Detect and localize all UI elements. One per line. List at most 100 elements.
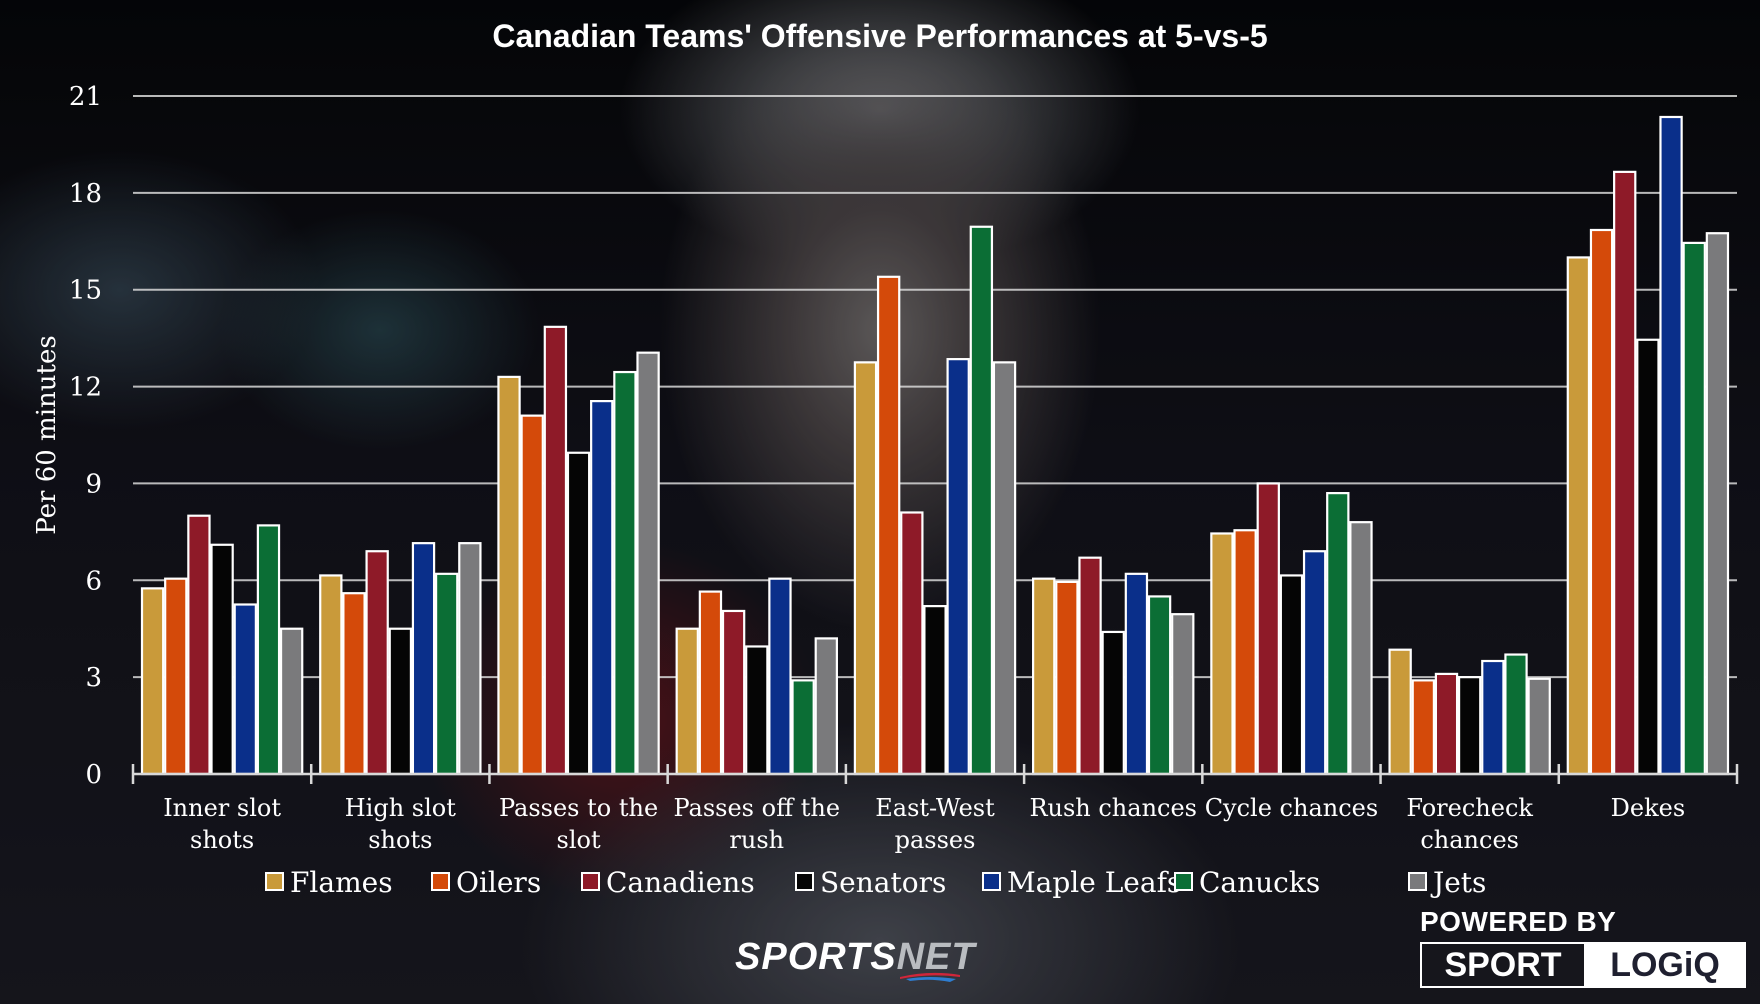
bar-jets — [636, 351, 660, 776]
x-category-label: High slot shots — [345, 794, 456, 854]
bar-senators — [745, 645, 769, 776]
bar-canadiens — [721, 609, 746, 776]
bar-canadiens — [1078, 556, 1102, 776]
bar-maple-leafs — [946, 358, 970, 776]
x-category-label: Passes to the slot — [499, 794, 658, 854]
y-tick-label: 21 — [69, 82, 102, 112]
legend-item-canucks: Canucks — [1174, 866, 1320, 899]
bar-canucks — [256, 524, 281, 776]
y-tick-label: 15 — [69, 276, 102, 306]
sportlogiq-logo-sport: SPORT — [1422, 944, 1586, 986]
bar-canucks — [434, 572, 459, 776]
bar-oilers — [520, 414, 544, 776]
legend-item-oilers: Oilers — [431, 866, 541, 899]
bar-canadiens — [900, 511, 924, 776]
y-axis-label: Per 60 minutes — [32, 335, 62, 534]
y-axis-ticks: 0 3 6 9 12 15 18 21 — [69, 82, 102, 790]
bar-oilers — [342, 592, 366, 776]
bar-canucks — [1326, 492, 1350, 776]
bar-canucks — [613, 370, 637, 776]
bar-canadiens — [365, 550, 389, 776]
bar-maple-leafs — [1481, 659, 1505, 776]
legend-item-canadiens: Canadiens — [581, 866, 755, 899]
bar-oilers — [164, 577, 188, 776]
bar-jets — [1171, 613, 1195, 776]
legend-item-maple-leafs: Maple Leafs — [982, 866, 1181, 899]
bar-flames — [675, 627, 699, 776]
x-category-label: Cycle chances — [1205, 794, 1379, 822]
bar-maple-leafs — [1659, 115, 1683, 776]
y-tick-label: 0 — [85, 760, 102, 790]
x-category-label: Inner slot shots — [163, 794, 281, 854]
bar-senators — [1101, 630, 1125, 776]
sportlogiq-logo-logiq: LOGiQ — [1586, 944, 1744, 986]
bar-oilers — [1411, 679, 1436, 776]
bar-flames — [497, 375, 521, 776]
bar-jets — [1527, 677, 1551, 776]
legend-swatch — [1408, 872, 1427, 891]
bar-oilers — [1589, 228, 1614, 776]
bar-flames — [1032, 577, 1056, 776]
x-category-label: East-West passes — [875, 794, 995, 854]
bar-canucks — [1147, 595, 1172, 776]
legend-swatch — [1174, 872, 1193, 891]
y-tick-label: 12 — [69, 373, 102, 403]
bar-oilers — [1055, 580, 1079, 776]
x-category-label: Forecheck chances — [1406, 794, 1533, 854]
bar-jets — [458, 542, 482, 776]
sportlogiq-logo: SPORT LOGiQ — [1420, 942, 1746, 988]
bar-jets — [1705, 232, 1730, 776]
bar-senators — [388, 627, 413, 776]
bar-flames — [1566, 256, 1591, 776]
chart-title: Canadian Teams' Offensive Performances a… — [492, 18, 1267, 54]
bar-canadiens — [1256, 482, 1280, 776]
bar-canadiens — [543, 325, 568, 776]
bar-jets — [279, 627, 304, 776]
legend-label: Maple Leafs — [1007, 866, 1181, 899]
bar-senators — [210, 543, 234, 776]
bar-oilers — [698, 590, 723, 776]
bar-canadiens — [1434, 672, 1459, 776]
legend-swatch — [982, 872, 1001, 891]
bar-senators — [1457, 676, 1482, 776]
bar-oilers — [1233, 529, 1257, 776]
legend-label: Canadiens — [606, 866, 755, 899]
bar-canucks — [1682, 241, 1706, 776]
bar-maple-leafs — [768, 577, 792, 776]
legend-item-senators: Senators — [795, 866, 946, 899]
legend-label: Canucks — [1199, 866, 1320, 899]
y-tick-label: 3 — [85, 663, 102, 693]
bar-senators — [1636, 338, 1660, 776]
bar-senators — [1279, 574, 1304, 776]
legend-item-flames: Flames — [265, 866, 393, 899]
bar-maple-leafs — [411, 542, 436, 776]
bar-flames — [140, 587, 165, 776]
bar-canadiens — [187, 514, 211, 776]
x-category-label: Passes off the rush — [673, 794, 840, 854]
bar-maple-leafs — [1124, 572, 1149, 776]
y-tick-label: 6 — [85, 566, 102, 596]
x-category-label: Dekes — [1611, 794, 1686, 822]
x-axis — [131, 764, 1739, 784]
bar-canucks — [791, 679, 815, 776]
sportsnet-swoosh-icon — [900, 972, 960, 982]
legend-swatch — [431, 872, 450, 891]
bar-flames — [1388, 648, 1412, 776]
legend-label: Oilers — [456, 866, 541, 899]
bar-canucks — [969, 225, 994, 776]
bar-canucks — [1504, 653, 1528, 776]
legend-label: Jets — [1430, 866, 1486, 899]
bar-canadiens — [1613, 170, 1637, 776]
bar-flames — [319, 574, 343, 776]
bar-jets — [992, 361, 1017, 776]
powered-by-label: POWERED BY — [1420, 906, 1617, 937]
legend-swatch — [581, 872, 600, 891]
y-tick-label: 18 — [69, 179, 102, 209]
bar-jets — [814, 637, 838, 776]
bar-jets — [1349, 521, 1373, 776]
bar-oilers — [876, 275, 901, 776]
bar-maple-leafs — [233, 603, 257, 776]
bar-maple-leafs — [1302, 550, 1327, 776]
x-category-label: Rush chances — [1029, 794, 1197, 822]
